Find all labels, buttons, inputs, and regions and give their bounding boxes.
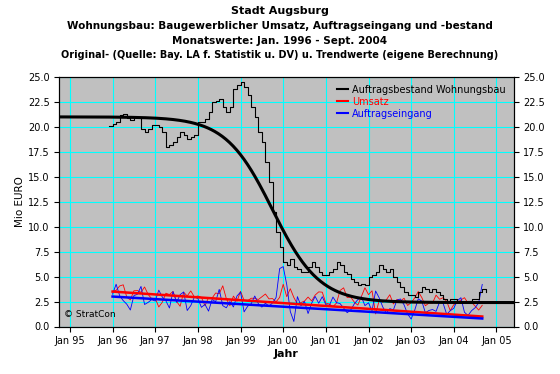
Text: © StratCon: © StratCon: [64, 310, 115, 319]
Text: Stadt Augsburg: Stadt Augsburg: [231, 6, 329, 16]
Text: Wohnungsbau: Baugewerblicher Umsatz, Auftragseingang und -bestand: Wohnungsbau: Baugewerblicher Umsatz, Auf…: [67, 21, 493, 31]
Text: Original- (Quelle: Bay. LA f. Statistik u. DV) u. Trendwerte (eigene Berechnung): Original- (Quelle: Bay. LA f. Statistik …: [62, 50, 498, 61]
X-axis label: Jahr: Jahr: [274, 349, 299, 359]
Text: Monatswerte: Jan. 1996 - Sept. 2004: Monatswerte: Jan. 1996 - Sept. 2004: [172, 36, 388, 46]
Y-axis label: Mio EURO: Mio EURO: [15, 176, 25, 227]
Legend: Auftragsbestand Wohnungsbau, Umsatz, Auftragseingang: Auftragsbestand Wohnungsbau, Umsatz, Auf…: [334, 82, 508, 122]
